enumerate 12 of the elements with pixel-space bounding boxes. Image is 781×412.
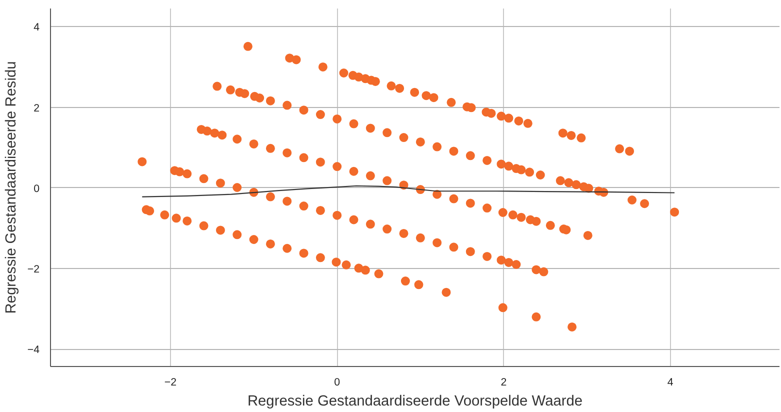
y-tick-label: −2	[27, 264, 40, 276]
y-tick-label: 2	[34, 102, 40, 114]
y-tick-label: 0	[34, 182, 40, 195]
x-tick-label: 0	[334, 376, 340, 388]
y-tick-label: 4	[34, 22, 40, 34]
x-axis-title: Regressie Gestandaardiseerde Voorspelde Waarde	[247, 394, 583, 410]
x-tick-label: 2	[500, 376, 507, 388]
x-tick-label: 4	[667, 376, 674, 388]
y-axis-title: Regressie Gestandaardiseerde Residu	[3, 61, 20, 314]
y-tick-label: −4	[27, 344, 40, 356]
line-series	[142, 185, 676, 198]
x-tick-label: −2	[164, 376, 177, 388]
